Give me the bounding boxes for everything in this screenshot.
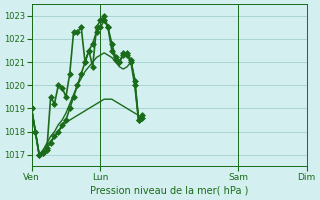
X-axis label: Pression niveau de la mer( hPa ): Pression niveau de la mer( hPa ) — [90, 186, 248, 196]
